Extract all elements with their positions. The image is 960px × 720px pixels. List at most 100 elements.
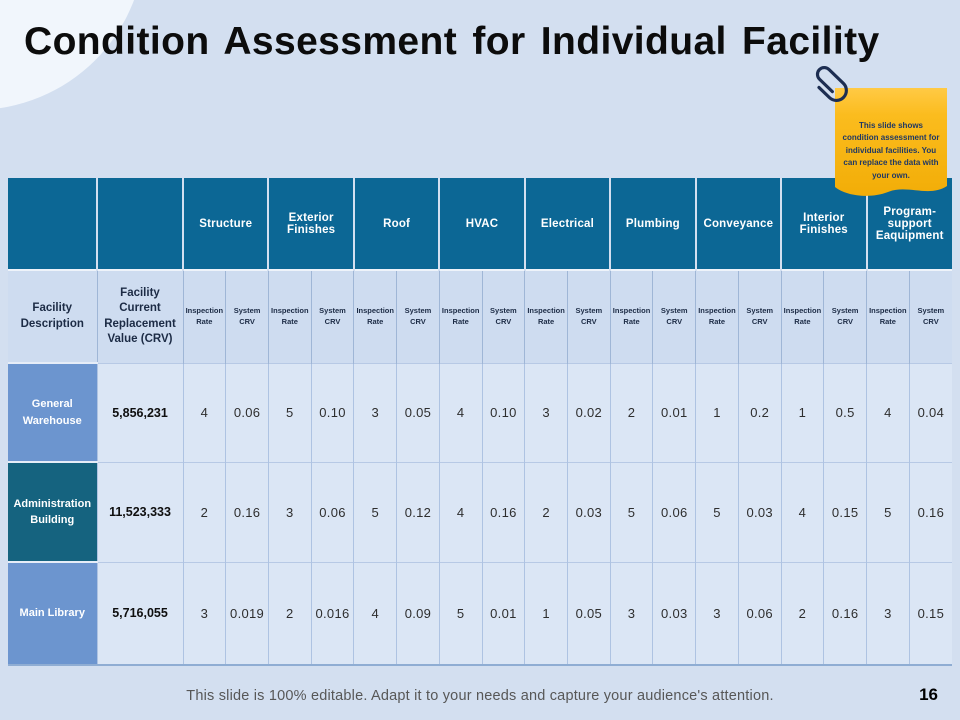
subheader-inspection-rate: Inspection Rate (695, 269, 739, 363)
header-structure: Structure (181, 178, 269, 270)
cell-value: 5 (353, 461, 397, 562)
row-label: Main Library (8, 561, 97, 666)
subheader-system-crv: System CRV (908, 269, 952, 363)
subheader-inspection-rate: Inspection Rate (267, 269, 312, 363)
cell-value: 5 (267, 362, 312, 462)
cell-value: 0.06 (310, 461, 354, 562)
sticky-note-shape (835, 88, 947, 196)
subheader-system-crv: System CRV (310, 269, 354, 363)
cell-value: 0.01 (481, 561, 525, 666)
cell-value: 2 (524, 461, 568, 562)
cell-value: 5 (695, 461, 739, 562)
header-roof: Roof (352, 178, 440, 270)
subheader-system-crv: System CRV (652, 269, 696, 363)
subheader-inspection-rate: Inspection Rate (609, 269, 653, 363)
cell-value: 4 (438, 362, 483, 462)
cell-value: 0.016 (310, 561, 354, 666)
row-crv: 5,856,231 (96, 362, 183, 462)
cell-value: 0.05 (566, 561, 611, 666)
header-hvac: HVAC (438, 178, 525, 270)
facility-description-header: Facility Description (8, 269, 97, 363)
cell-value: 2 (267, 561, 312, 666)
cell-value: 1 (780, 362, 824, 462)
condition-assessment-table: Structure Exterior Finishes Roof HVAC El… (8, 178, 952, 666)
sticky-note: This slide shows condition assessment fo… (835, 88, 947, 200)
cell-value: 5 (866, 461, 910, 562)
cell-value: 0.06 (652, 461, 696, 562)
cell-value: 0.03 (737, 461, 782, 562)
cell-value: 3 (609, 561, 653, 666)
footer-editable-note: This slide is 100% editable. Adapt it to… (186, 688, 774, 704)
cell-value: 5 (438, 561, 483, 666)
cell-value: 2 (780, 561, 824, 666)
cell-value: 4 (182, 362, 226, 462)
cell-value: 4 (353, 561, 397, 666)
cell-value: 0.05 (396, 362, 440, 462)
cell-value: 1 (524, 561, 568, 666)
corner-cell (96, 178, 183, 270)
subheader-system-crv: System CRV (481, 269, 525, 363)
header-conveyance: Conveyance (694, 178, 782, 270)
cell-value: 0.06 (737, 561, 782, 666)
subheader-inspection-rate: Inspection Rate (524, 269, 568, 363)
cell-value: 0.16 (481, 461, 525, 562)
cell-value: 3 (524, 362, 568, 462)
page-title: Condition Assessment for Individual Faci… (24, 20, 880, 63)
header-plumbing: Plumbing (609, 178, 696, 270)
cell-value: 0.2 (737, 362, 782, 462)
paperclip-icon (805, 56, 862, 113)
cell-value: 3 (866, 561, 910, 666)
subheader-system-crv: System CRV (396, 269, 440, 363)
cell-value: 0.09 (396, 561, 440, 666)
table-row-administration-building: Administration Building 11,523,333 2 0.1… (8, 461, 952, 562)
row-crv: 5,716,055 (96, 561, 183, 666)
cell-value: 0.06 (225, 362, 269, 462)
cell-value: 4 (866, 362, 910, 462)
cell-value: 2 (182, 461, 226, 562)
subheader-row: Facility Description Facility Current Re… (8, 269, 952, 363)
cell-value: 0.16 (823, 561, 867, 666)
subheader-system-crv: System CRV (737, 269, 782, 363)
cell-value: 0.5 (823, 362, 867, 462)
header-exterior-finishes: Exterior Finishes (267, 178, 354, 270)
cell-value: 0.01 (652, 362, 696, 462)
table-row-general-warehouse: General Warehouse 5,856,231 4 0.06 5 0.1… (8, 362, 952, 462)
cell-value: 4 (780, 461, 824, 562)
cell-value: 0.16 (908, 461, 952, 562)
cell-value: 0.15 (908, 561, 952, 666)
cell-value: 3 (182, 561, 226, 666)
cell-value: 0.16 (225, 461, 269, 562)
cell-value: 0.15 (823, 461, 867, 562)
sticky-note-text: This slide shows condition assessment fo… (842, 121, 940, 180)
row-crv: 11,523,333 (96, 461, 183, 562)
cell-value: 3 (267, 461, 312, 562)
cell-value: 0.10 (481, 362, 525, 462)
page-number: 16 (919, 685, 938, 704)
subheader-inspection-rate: Inspection Rate (780, 269, 824, 363)
table-row-main-library: Main Library 5,716,055 3 0.019 2 0.016 4… (8, 561, 952, 666)
cell-value: 0.03 (652, 561, 696, 666)
cell-value: 3 (695, 561, 739, 666)
subheader-inspection-rate: Inspection Rate (438, 269, 483, 363)
header-electrical: Electrical (523, 178, 611, 270)
subheader-inspection-rate: Inspection Rate (353, 269, 397, 363)
row-label: Administration Building (8, 461, 97, 562)
facility-crv-header: Facility Current Replacement Value (CRV) (96, 269, 183, 363)
subheader-system-crv: System CRV (823, 269, 867, 363)
corner-cell (8, 178, 97, 270)
cell-value: 0.019 (225, 561, 269, 666)
subheader-inspection-rate: Inspection Rate (866, 269, 910, 363)
cell-value: 3 (353, 362, 397, 462)
cell-value: 0.04 (908, 362, 952, 462)
cell-value: 0.03 (566, 461, 611, 562)
category-header-row: Structure Exterior Finishes Roof HVAC El… (8, 178, 952, 270)
subheader-inspection-rate: Inspection Rate (182, 269, 226, 363)
cell-value: 0.10 (310, 362, 354, 462)
cell-value: 0.02 (566, 362, 611, 462)
cell-value: 4 (438, 461, 483, 562)
cell-value: 1 (695, 362, 739, 462)
row-label: General Warehouse (8, 362, 97, 462)
cell-value: 0.12 (396, 461, 440, 562)
cell-value: 2 (609, 362, 653, 462)
